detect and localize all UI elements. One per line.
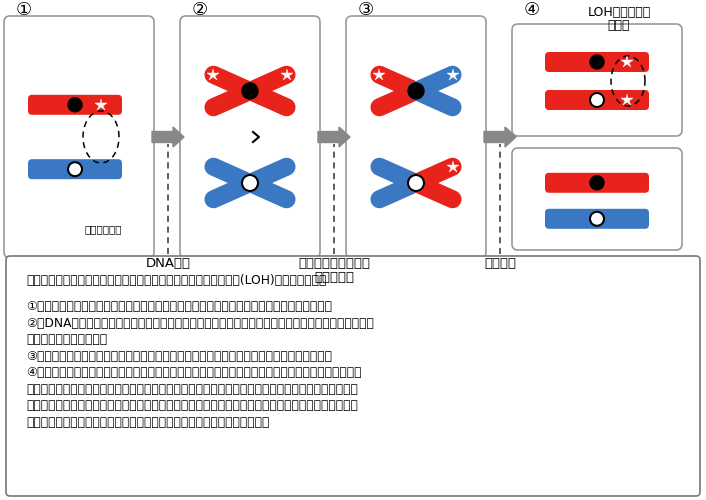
Text: 合わせに変わっている。この現象はヘテロ接合性の消失と呼ばれる。: 合わせに変わっている。この現象はヘテロ接合性の消失と呼ばれる。	[26, 416, 270, 429]
FancyArrow shape	[318, 127, 350, 147]
Circle shape	[242, 175, 258, 191]
FancyBboxPatch shape	[512, 148, 682, 250]
FancyBboxPatch shape	[545, 173, 649, 193]
FancyBboxPatch shape	[545, 52, 649, 72]
Text: ③: ③	[358, 1, 374, 19]
Circle shape	[590, 55, 604, 69]
Text: 相同染色体間組換え: 相同染色体間組換え	[298, 257, 370, 270]
Circle shape	[590, 176, 604, 190]
FancyBboxPatch shape	[346, 16, 486, 258]
Text: ①　相同染色体（青と赤）にある遺伝子の一方（赤）に変異が存在する（ヘテロアレル）。: ① 相同染色体（青と赤）にある遺伝子の一方（赤）に変異が存在する（ヘテロアレル）…	[26, 300, 332, 314]
FancyBboxPatch shape	[180, 16, 320, 258]
Text: 分では野生型と変異型アレルの組み合わせであった箇所が変異型アレル（星印）のみを持つ組み: 分では野生型と変異型アレルの組み合わせであった箇所が変異型アレル（星印）のみを持…	[26, 400, 358, 412]
Text: 娘細胞: 娘細胞	[608, 19, 630, 32]
Text: ②　DNA複製によって生じた姉妹染色分体は体細胞分裂期までセントロメア（黒及び白）の部分で繋: ② DNA複製によって生じた姉妹染色分体は体細胞分裂期までセントロメア（黒及び白…	[26, 317, 374, 330]
Circle shape	[242, 83, 258, 99]
FancyBboxPatch shape	[28, 159, 122, 179]
Circle shape	[68, 162, 82, 176]
Text: LOHを起こした: LOHを起こした	[587, 6, 651, 19]
Text: （交差型）: （交差型）	[314, 271, 354, 284]
FancyArrow shape	[152, 127, 184, 147]
FancyArrow shape	[484, 127, 516, 147]
Text: 細胞分裂: 細胞分裂	[484, 257, 516, 270]
FancyBboxPatch shape	[512, 24, 682, 136]
FancyBboxPatch shape	[28, 95, 122, 115]
Circle shape	[408, 175, 424, 191]
Circle shape	[68, 98, 82, 112]
FancyBboxPatch shape	[6, 256, 700, 496]
FancyBboxPatch shape	[545, 90, 649, 110]
Text: がれた状態となる。: がれた状態となる。	[26, 334, 107, 346]
FancyBboxPatch shape	[4, 16, 154, 258]
Text: DNA複製: DNA複製	[145, 257, 191, 270]
Text: ①: ①	[16, 1, 32, 19]
Text: 図４　相同染色体間の交差型組換えによってヘテロ接合性の消失(LOH)が起こる仕組み: 図４ 相同染色体間の交差型組換えによってヘテロ接合性の消失(LOH)が起こる仕組…	[26, 274, 326, 287]
FancyBboxPatch shape	[545, 209, 649, 229]
Circle shape	[590, 212, 604, 226]
Text: ③　相同染色体間で交差型の組換えがおこると青と赤の部分が交換された染色体ができる。: ③ 相同染色体間で交差型の組換えがおこると青と赤の部分が交換された染色体ができる…	[26, 350, 332, 363]
Circle shape	[590, 93, 604, 107]
Text: ④　体細胞分裂ではセントロメアで繋がれた姉妹染色分体がそれぞれ別の娘細胞に分配されるため、: ④ 体細胞分裂ではセントロメアで繋がれた姉妹染色分体がそれぞれ別の娘細胞に分配さ…	[26, 366, 361, 380]
Text: ②: ②	[192, 1, 208, 19]
Circle shape	[408, 83, 424, 99]
Text: 娘細胞は異なるセントロメア（黒と白）を対として持つ相同染色体を持つ。組換えが起こった部: 娘細胞は異なるセントロメア（黒と白）を対として持つ相同染色体を持つ。組換えが起こ…	[26, 383, 358, 396]
Text: ④: ④	[524, 1, 540, 19]
Text: ヘテロアレル: ヘテロアレル	[84, 224, 121, 234]
